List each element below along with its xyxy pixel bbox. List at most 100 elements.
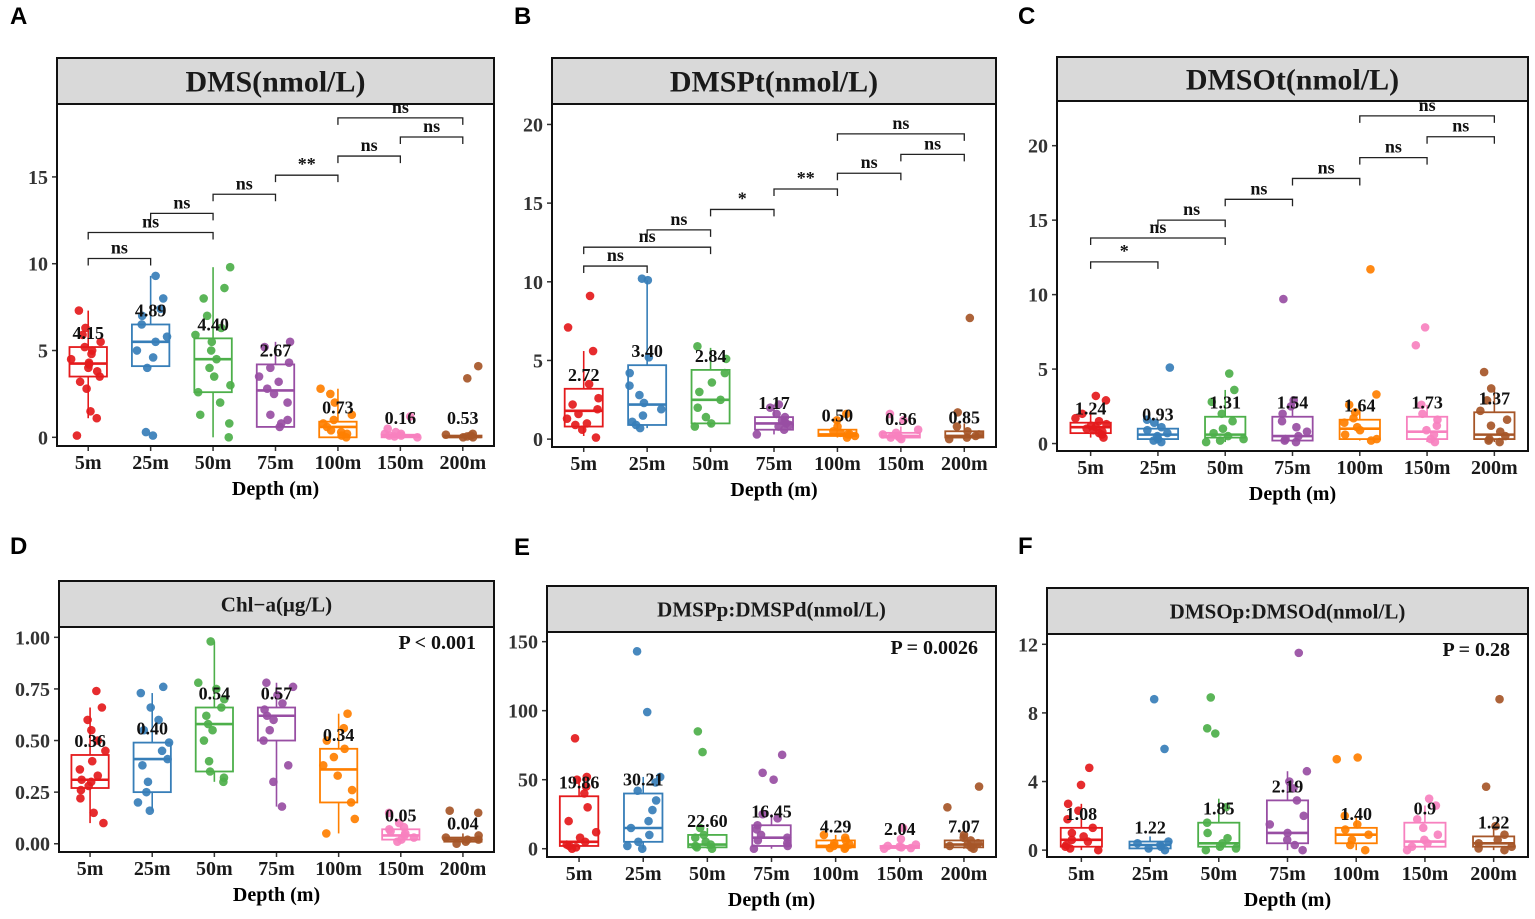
data-point: [1344, 400, 1354, 410]
data-point: [142, 787, 151, 797]
data-point: [1063, 799, 1073, 809]
data-point: [76, 794, 85, 803]
data-point: [577, 425, 587, 434]
x-tick-label: 200m: [440, 858, 487, 880]
data-point: [202, 711, 211, 721]
box-5m: [1059, 763, 1103, 855]
data-point: [570, 733, 580, 743]
data-point: [833, 422, 842, 431]
data-point: [158, 294, 168, 303]
data-point: [581, 782, 591, 791]
data-point: [284, 358, 294, 367]
data-point: [1418, 409, 1427, 419]
y-tick-label: 0.25: [15, 782, 50, 804]
data-point: [699, 830, 709, 840]
y-tick-label: 12: [1018, 634, 1038, 656]
data-point: [1283, 828, 1292, 838]
significance-bracket: [212, 193, 277, 202]
data-point: [191, 330, 200, 340]
data-point: [1084, 763, 1094, 773]
data-point: [193, 678, 203, 688]
significance-label: ns: [607, 245, 624, 265]
data-point: [772, 409, 781, 419]
significance-label: ns: [1419, 95, 1436, 115]
box-200m: [441, 361, 483, 442]
data-point: [845, 430, 855, 439]
data-point: [632, 647, 642, 656]
significance-bracket: [337, 155, 402, 164]
data-point: [254, 372, 264, 381]
box-5m: [66, 306, 108, 440]
data-point: [562, 414, 572, 423]
data-point: [326, 389, 335, 399]
data-point: [226, 380, 235, 390]
data-point: [1417, 400, 1426, 410]
x-tick-label: 25m: [134, 858, 171, 880]
data-point: [1153, 431, 1162, 441]
data-point: [1332, 754, 1342, 764]
box-150m: [1402, 794, 1447, 855]
data-point: [765, 403, 775, 412]
data-point: [148, 431, 158, 440]
data-point: [698, 747, 707, 757]
data-point: [1495, 427, 1505, 436]
data-point: [1285, 777, 1294, 786]
x-tick-label: 150m: [377, 452, 424, 474]
data-point: [644, 353, 654, 362]
data-point: [953, 408, 963, 417]
box-200m: [943, 782, 985, 854]
data-point: [283, 761, 293, 770]
data-point: [1289, 784, 1298, 793]
data-point: [562, 840, 572, 849]
significance-bracket: [646, 229, 712, 237]
data-point: [225, 262, 235, 272]
data-point: [1221, 802, 1231, 812]
data-point: [945, 841, 955, 851]
data-point: [1067, 835, 1077, 845]
data-point: [269, 715, 278, 725]
mean-label: 0.9: [1414, 799, 1437, 819]
data-point: [1292, 796, 1302, 805]
data-point: [203, 719, 213, 729]
y-tick-label: 15: [523, 193, 543, 215]
data-point: [695, 823, 705, 833]
data-point: [1278, 409, 1287, 419]
box-iqr: [627, 364, 668, 426]
data-point: [1223, 833, 1232, 843]
x-tick-label: 25m: [1132, 863, 1169, 885]
box-5m: [70, 686, 110, 828]
data-point: [1098, 427, 1107, 436]
data-point: [648, 805, 657, 815]
data-point: [564, 816, 573, 826]
data-point: [782, 833, 792, 842]
data-point: [706, 419, 716, 428]
data-point: [164, 738, 174, 747]
data-point: [691, 841, 700, 851]
box-50m: [1197, 693, 1241, 855]
data-point: [1094, 416, 1104, 426]
box-50m: [191, 262, 235, 442]
data-point: [1165, 363, 1175, 372]
data-point: [974, 430, 984, 439]
data-point: [204, 756, 214, 766]
box-150m: [878, 409, 923, 444]
y-tick-label: 5: [1038, 359, 1048, 381]
data-point: [347, 785, 357, 795]
data-point: [141, 427, 151, 437]
data-point: [269, 777, 278, 787]
data-point: [215, 398, 225, 407]
data-point: [749, 844, 759, 854]
box-100m: [815, 830, 856, 854]
chart-panel-a: A DMS(nmol/L) 0 5 10 15 5m 25m 50m 75m 100m 150m 200…: [10, 3, 495, 500]
data-point: [1418, 823, 1428, 833]
data-point: [162, 332, 172, 341]
mean-label: 30.21: [623, 770, 664, 790]
mean-label: 16.45: [751, 801, 792, 821]
data-point: [572, 775, 582, 784]
data-point: [842, 409, 851, 419]
mean-label: 4.40: [197, 314, 229, 334]
title-strip: [1057, 57, 1528, 101]
data-point: [1429, 430, 1439, 439]
title-strip: [547, 586, 996, 632]
box-75m: [1265, 648, 1312, 855]
